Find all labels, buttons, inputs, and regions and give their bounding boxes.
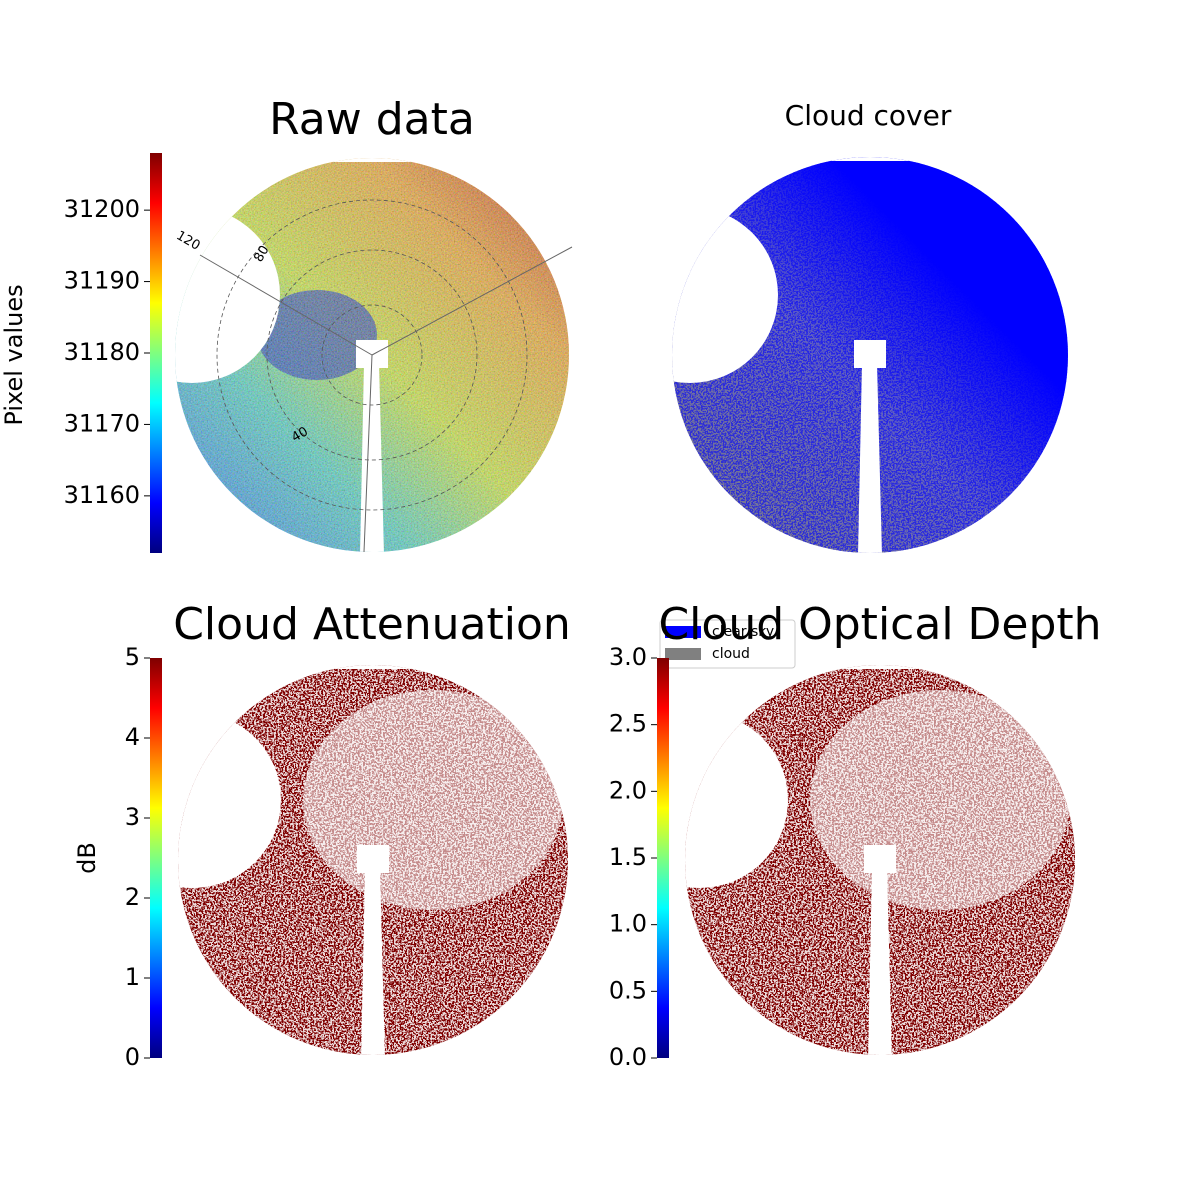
sky-image (672, 157, 1068, 553)
sky-image (175, 158, 569, 552)
panel-title: Raw data (269, 94, 475, 145)
colorbar-tick-label: 0.0 (609, 1043, 647, 1071)
mask-top (672, 157, 1068, 161)
mask-top (175, 158, 569, 162)
colorbar-tick-label: 1.5 (609, 843, 647, 871)
polar-label: 120 (173, 228, 202, 253)
legend-label: cloud (712, 646, 750, 662)
mask-top (178, 665, 568, 669)
colorbar (150, 153, 162, 553)
polar-label: 40 (289, 424, 311, 445)
polar-ring (266, 249, 478, 461)
colorbar-tick-label: 31200 (64, 195, 140, 223)
colorbar-tick-label: 2.5 (609, 710, 647, 738)
mask-bite (672, 207, 778, 383)
mask-slit (868, 868, 892, 1055)
polar-spoke (371, 246, 573, 356)
polar-spoke (199, 254, 373, 356)
colorbar-tick-label: 3 (125, 803, 140, 831)
colorbar-tick-label: 3.0 (609, 643, 647, 671)
mask-square (357, 845, 389, 873)
colorbar-tick-label: 4 (125, 723, 140, 751)
colorbar (657, 658, 669, 1058)
mask-slit (858, 363, 882, 553)
colorbar-tick-label: 2 (125, 883, 140, 911)
colorbar-label: dB (73, 842, 101, 874)
colorbar-label: Pixel values (0, 284, 28, 425)
polar-spoke (363, 354, 373, 553)
panel-title: Cloud Optical Depth (658, 599, 1101, 650)
mask-bite (685, 712, 788, 888)
panel-title: Cloud cover (785, 99, 952, 132)
mask-bite (178, 712, 281, 888)
sky-image (178, 665, 568, 1055)
colorbar-tick-label: 31180 (64, 338, 140, 366)
colorbar-tick-label: 0 (125, 1043, 140, 1071)
mask-square (854, 340, 886, 368)
mask-bite (175, 207, 280, 383)
legend-swatch (665, 648, 701, 660)
colorbar-tick-label: 0.5 (609, 976, 647, 1004)
colorbar (150, 658, 162, 1058)
polar-ring (321, 304, 423, 406)
colorbar-tick-label: 31170 (64, 409, 140, 437)
mask-top (685, 665, 1075, 669)
colorbar-tick-label: 1.0 (609, 910, 647, 938)
colorbar-tick-label: 31160 (64, 481, 140, 509)
colorbar-tick-label: 31190 (64, 267, 140, 295)
sky-image (685, 665, 1075, 1055)
legend-swatch (665, 626, 701, 638)
polar-label: 80 (251, 243, 272, 265)
mask-square (864, 845, 896, 873)
panel-title: Cloud Attenuation (173, 599, 571, 650)
polar-ring (216, 199, 528, 511)
colorbar-tick-label: 1 (125, 963, 140, 991)
mask-slit (361, 868, 385, 1055)
legend-label: clear sky (712, 624, 774, 640)
colorbar-tick-label: 2.0 (609, 776, 647, 804)
colorbar-tick-label: 5 (125, 643, 140, 671)
